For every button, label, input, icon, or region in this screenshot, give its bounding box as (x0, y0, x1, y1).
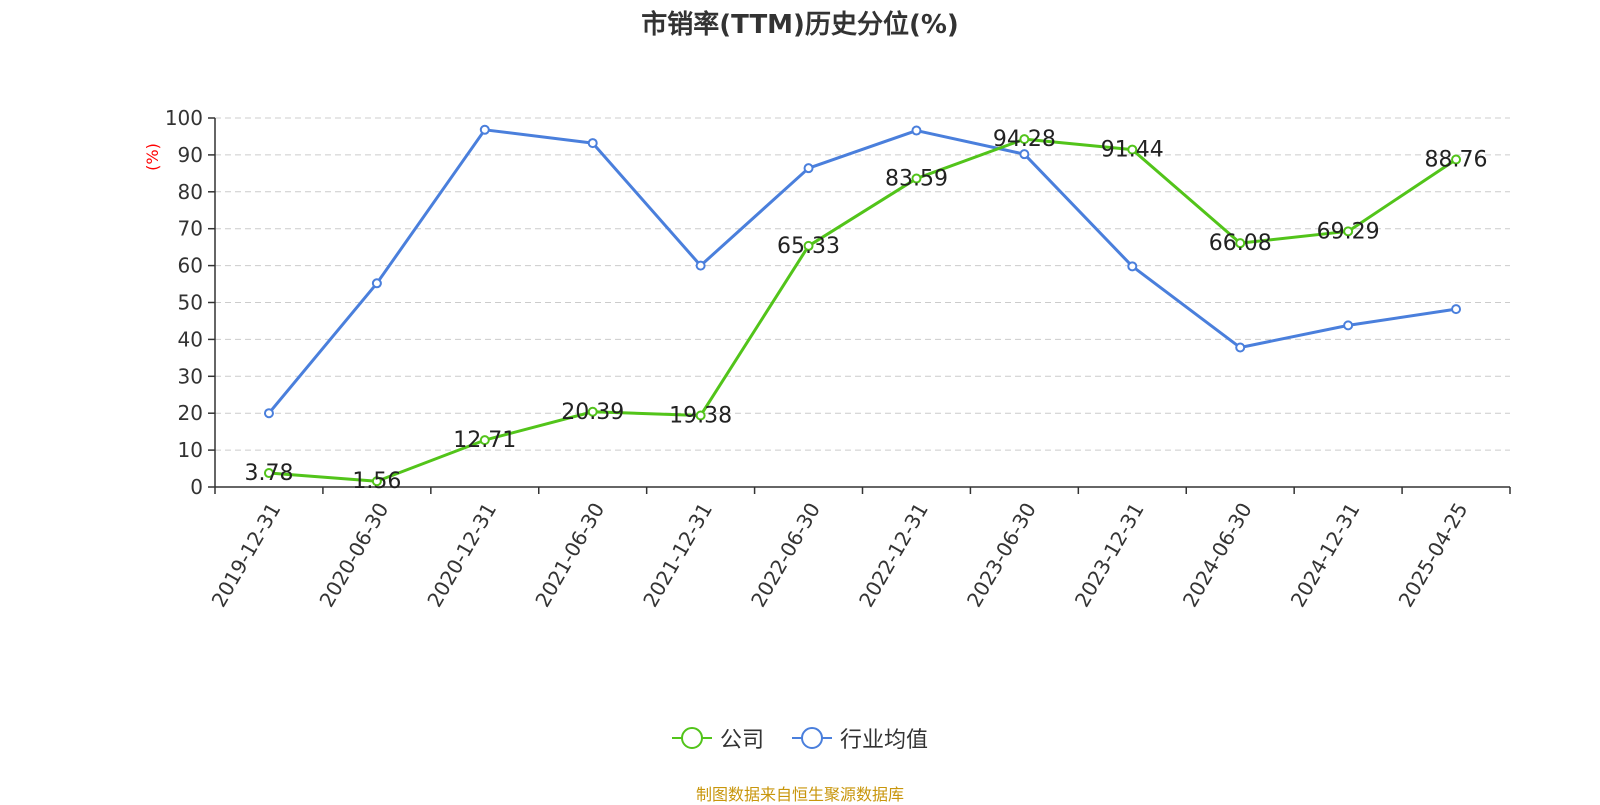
x-tick-label-2025-04-25: 2025-04-25 (1394, 499, 1473, 612)
data-label-company-0: 3.78 (244, 461, 293, 486)
data-label-company-5: 65.33 (777, 234, 840, 259)
data-point-company-7 (1019, 134, 1030, 145)
data-point-industry-average-3 (587, 138, 598, 149)
legend-item-industry-average[interactable]: 行业均值 (792, 722, 928, 754)
y-tick-label-100: 100 (165, 106, 203, 130)
data-label-company-7: 94.28 (993, 127, 1056, 152)
data-point-company-4 (695, 410, 706, 421)
data-point-industry-average-8 (1127, 261, 1138, 272)
data-point-industry-average-11 (1451, 304, 1462, 315)
data-label-company-6: 83.59 (885, 167, 948, 192)
data-point-industry-average-6 (911, 125, 922, 136)
data-point-company-9 (1235, 238, 1246, 249)
series-line-company (268, 137, 1457, 483)
data-point-industry-average-2 (479, 124, 490, 135)
x-tick-label-2020-06-30: 2020-06-30 (314, 499, 393, 612)
data-label-company-8: 91.44 (1101, 138, 1164, 163)
legend-marker-industry-average (792, 726, 832, 750)
x-tick-label-2023-06-30: 2023-06-30 (962, 499, 1041, 612)
x-tick-label-2023-12-31: 2023-12-31 (1070, 499, 1149, 612)
legend: 公司 行业均值 (0, 722, 1600, 754)
y-tick-label-70: 70 (178, 217, 203, 241)
data-label-company-11: 88.76 (1425, 147, 1488, 172)
data-label-company-9: 66.08 (1209, 231, 1272, 256)
data-point-industry-average-5 (803, 163, 814, 174)
y-tick-label-60: 60 (178, 254, 203, 278)
data-point-company-3 (587, 406, 598, 417)
x-tick-label-2022-06-30: 2022-06-30 (746, 499, 825, 612)
data-point-company-0 (263, 468, 274, 479)
data-point-industry-average-1 (371, 278, 382, 289)
data-label-company-3: 20.39 (561, 400, 624, 425)
legend-label-industry-average: 行业均值 (840, 728, 929, 753)
y-tick-label-20: 20 (178, 401, 203, 425)
y-tick-label-90: 90 (178, 143, 203, 167)
source-note: 制图数据来自恒生聚源数据库 (695, 785, 904, 804)
data-point-company-2 (479, 435, 490, 446)
data-point-company-1 (371, 476, 382, 487)
x-tick-label-2019-12-31: 2019-12-31 (207, 499, 286, 612)
data-point-industry-average-9 (1235, 342, 1246, 353)
legend-marker-company (671, 726, 712, 750)
y-tick-label-0: 0 (190, 475, 203, 499)
data-point-industry-average-4 (695, 260, 706, 271)
grid-lines (215, 117, 1510, 451)
data-label-company-10: 69.29 (1317, 219, 1380, 244)
data-point-industry-average-0 (263, 408, 274, 419)
legend-item-company[interactable]: 公司 (671, 722, 764, 754)
data-label-company-4: 19.38 (669, 403, 732, 428)
data-label-company-1: 1.56 (352, 469, 401, 494)
data-labels: 3.78 1.56 12.71 20.39 19.38 65.33 83.59 94.28 91… (244, 127, 1487, 494)
series-group (263, 124, 1462, 487)
data-point-company-11 (1451, 154, 1462, 165)
x-tick-label-2024-06-30: 2024-06-30 (1178, 499, 1257, 612)
y-tick-label-40: 40 (178, 327, 203, 351)
data-point-industry-average-7 (1019, 149, 1030, 160)
y-tick-label-80: 80 (178, 180, 203, 204)
axes (208, 117, 1511, 494)
data-point-company-5 (803, 240, 814, 251)
data-point-company-6 (911, 173, 922, 184)
y-tick-label-10: 10 (178, 438, 203, 462)
data-label-company-2: 12.71 (453, 428, 516, 453)
y-tick-label-50: 50 (178, 291, 203, 315)
y-tick-labels: 0 10 20 30 40 50 60 70 80 90 100 (165, 106, 203, 499)
x-tick-label-2024-12-31: 2024-12-31 (1286, 499, 1365, 612)
x-tick-label-2022-12-31: 2022-12-31 (854, 498, 933, 611)
x-tick-label-2021-06-30: 2021-06-30 (530, 499, 609, 612)
y-axis-label: (%) (143, 143, 162, 171)
data-point-company-8 (1127, 144, 1138, 155)
data-point-industry-average-10 (1343, 320, 1354, 331)
series-line-industry-average (267, 128, 1457, 415)
data-point-company-10 (1343, 226, 1354, 237)
y-tick-label-30: 30 (178, 364, 203, 388)
x-tick-label-2020-12-31: 2020-12-31 (422, 498, 501, 611)
x-tick-label-2021-12-31: 2021-12-31 (638, 499, 717, 612)
legend-label-company: 公司 (719, 728, 764, 753)
chart-title: 市销率(TTM)历史分位(%) (641, 10, 959, 40)
x-tick-labels: 2019-12-31 2020-06-30 2020-12-31 2021-06-30… (207, 498, 1473, 611)
